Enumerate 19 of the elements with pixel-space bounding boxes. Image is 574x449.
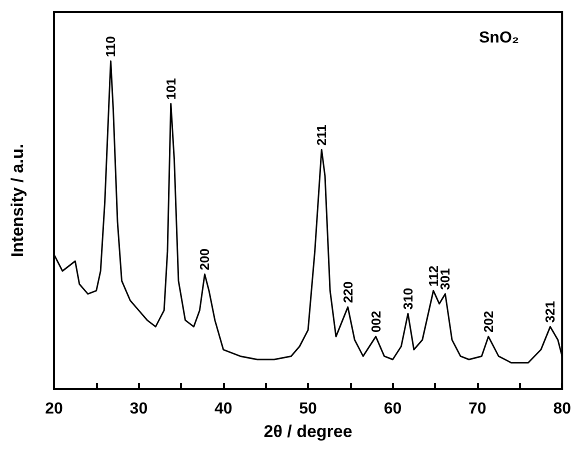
x-tick-label: 50 xyxy=(299,400,318,418)
x-tick-label: 60 xyxy=(384,400,402,418)
annotation: 200 xyxy=(197,248,212,270)
x-axis-title: 2θ / degree xyxy=(264,422,352,441)
x-tick-label: 80 xyxy=(553,400,572,418)
annotation: 202 xyxy=(480,310,496,333)
x-tick-label: 70 xyxy=(468,400,486,418)
annotation: 310 xyxy=(400,288,416,310)
x-tick-label: 30 xyxy=(130,400,148,418)
annotation: 220 xyxy=(340,281,356,304)
annotation: 101 xyxy=(163,78,178,100)
y-axis-title: Intensity / a.u. xyxy=(8,144,27,258)
annotation: 211 xyxy=(314,124,330,146)
x-tick-label: 20 xyxy=(45,400,63,418)
annotation: 002 xyxy=(368,310,384,333)
annotation: 321 xyxy=(542,301,558,323)
x-tick-label: 40 xyxy=(214,400,232,418)
text: SnO₂ xyxy=(479,30,519,46)
annotation: 110 xyxy=(103,36,118,58)
